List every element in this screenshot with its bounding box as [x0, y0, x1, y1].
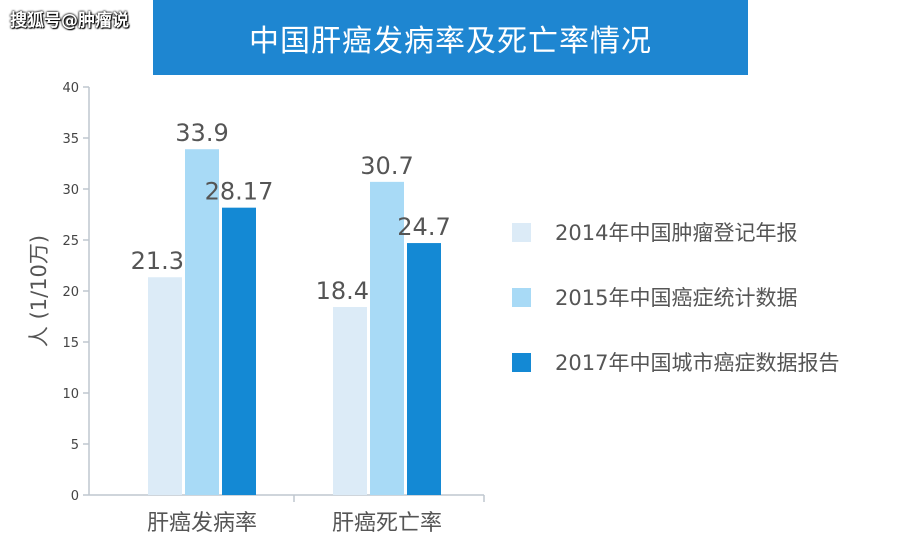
legend: 2014年中国肿瘤登记年报 2015年中国癌症统计数据 2017年中国城市癌症数… — [512, 220, 897, 415]
legend-label: 2014年中国肿瘤登记年报 — [555, 221, 798, 245]
bar-value-label: 28.17 — [205, 178, 274, 206]
bar — [333, 307, 367, 495]
legend-label: 2017年中国城市癌症数据报告 — [555, 351, 840, 375]
bar-value-label: 33.9 — [175, 119, 228, 147]
y-tick-label: 20 — [62, 285, 79, 300]
legend-item: 2017年中国城市癌症数据报告 — [512, 350, 897, 375]
legend-swatch — [512, 352, 531, 372]
legend-swatch — [512, 287, 531, 307]
y-axis-label: 人 (1/10万) — [27, 235, 51, 347]
bar-value-label: 30.7 — [360, 152, 413, 180]
bar-value-label: 24.7 — [397, 213, 450, 241]
y-tick-label: 15 — [62, 336, 79, 351]
y-tick-label: 40 — [62, 81, 79, 96]
legend-item: 2014年中国肿瘤登记年报 — [512, 220, 897, 245]
y-tick-label: 35 — [62, 132, 79, 147]
bar — [222, 207, 256, 495]
y-tick-label: 0 — [71, 489, 79, 504]
x-category-label: 肝癌死亡率 — [332, 511, 442, 536]
bar — [185, 149, 219, 495]
legend-item: 2015年中国癌症统计数据 — [512, 285, 897, 310]
chart-title: 中国肝癌发病率及死亡率情况 — [153, 0, 748, 75]
bar — [370, 181, 404, 496]
bar — [407, 243, 441, 495]
y-tick-label: 30 — [62, 183, 79, 198]
watermark: 搜狐号@肿瘤说 — [10, 11, 129, 31]
bar — [148, 277, 182, 495]
y-tick-label: 10 — [62, 387, 79, 402]
legend-swatch — [512, 222, 531, 242]
legend-label: 2015年中国癌症统计数据 — [555, 286, 798, 310]
y-tick-label: 5 — [71, 438, 79, 453]
y-tick-label: 25 — [62, 234, 79, 249]
x-category-label: 肝癌发病率 — [147, 511, 257, 536]
